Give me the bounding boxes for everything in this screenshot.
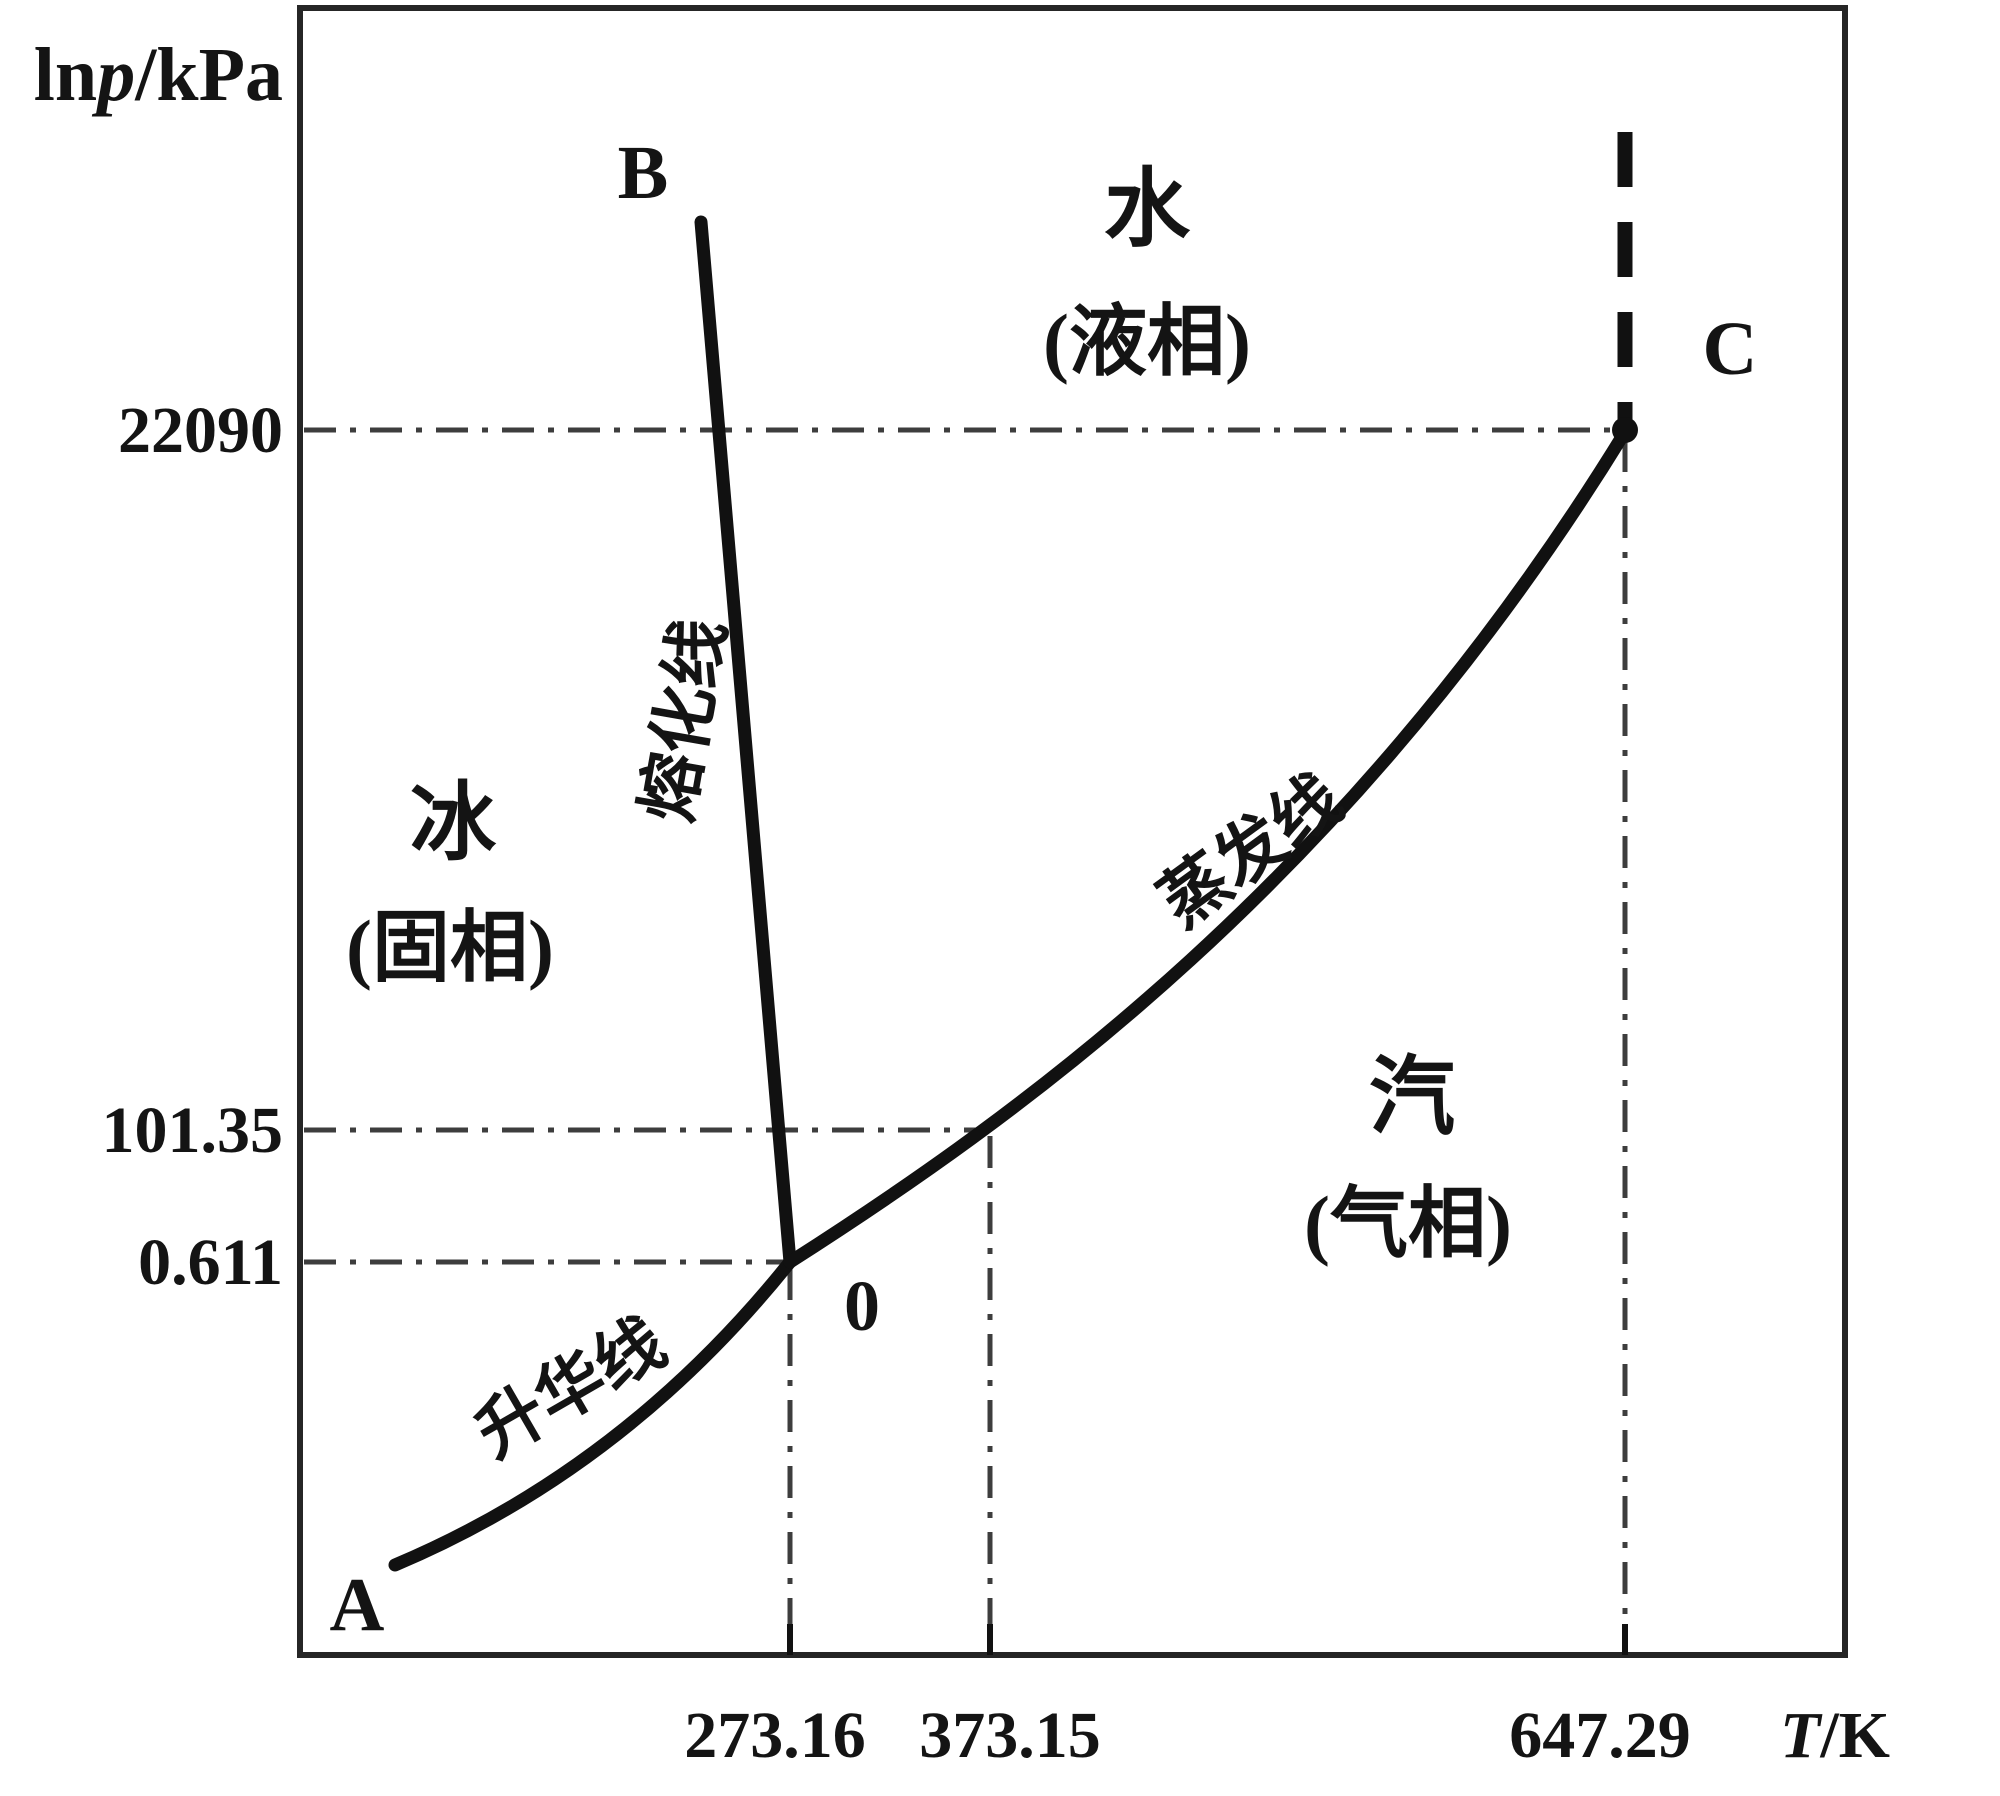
critical-point-marker (1612, 417, 1638, 443)
plot-border (297, 5, 1848, 1658)
point-label-a: A (330, 1563, 385, 1647)
sublimation-curve (388, 1255, 797, 1572)
region-solid-name: 冰 (410, 775, 497, 871)
x-tick-label-647-29: 647.29 (1509, 1699, 1691, 1772)
melting-curve-label: 熔化线 (629, 613, 739, 827)
y-tick-label-22090: 22090 (118, 394, 283, 467)
y-axis-title: lnp/kPa (34, 33, 283, 117)
y-tick-label-101-35: 101.35 (102, 1094, 284, 1167)
sublimation-curve-label: 升华线 (463, 1304, 678, 1472)
region-liquid-phase: (液相) (1043, 298, 1251, 385)
region-gas-phase: (气相) (1304, 1180, 1512, 1267)
point-label-b: B (618, 131, 669, 215)
point-label-c: C (1703, 307, 1758, 391)
vaporization-curve-label: 蒸发线 (1146, 760, 1356, 941)
region-liquid-name: 水 (1104, 161, 1191, 257)
x-axis-title: T/K (1780, 1699, 1890, 1772)
triple-point-label: 0 (844, 1266, 880, 1346)
x-tick-label-373-15: 373.15 (919, 1699, 1101, 1772)
region-solid-phase: (固相) (346, 904, 554, 991)
vaporization-curve (783, 425, 1632, 1269)
x-tick-label-273-16: 273.16 (684, 1699, 866, 1772)
melting-curve (694, 215, 797, 1269)
region-gas-name: 汽 (1369, 1049, 1455, 1145)
y-tick-label-0-611: 0.611 (138, 1226, 283, 1299)
